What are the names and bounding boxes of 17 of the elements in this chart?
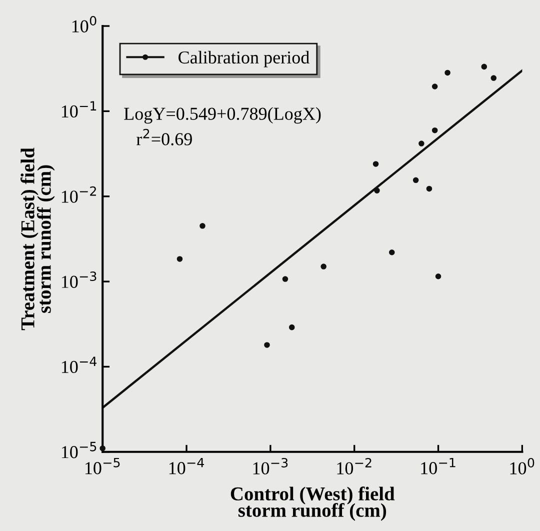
x-tick-label: 10$^{−4}$ [169,458,204,474]
x-tick-label: 10$^{−1}$ [421,458,456,474]
y-tick-label: 10$^{−1}$ [62,101,96,118]
x-tick-label: 10$^{−2}$ [337,458,372,474]
y-tick-label: 10$^{−5}$ [62,442,96,458]
annotation: r$^{2}$=0.69 [136,128,192,146]
y-tick-label: 10$^{−3}$ [62,271,96,288]
y-axis-title: Treatment (East) field storm runoff (cm) [20,148,55,330]
y-tick-label: 10$^{−2}$ [62,186,96,203]
y-tick-label: 10$^{0}$ [72,16,96,32]
y-tick-label: 10$^{−4}$ [62,356,97,374]
x-axis-title: Control (West) field storm runoff (cm) [230,486,395,521]
annotation: LogY=0.549+0.789(LogX) [124,107,321,124]
x-tick-label: 10$^{0}$ [510,458,534,474]
x-tick-label: 10$^{−3}$ [253,458,288,474]
legend-label: Calibration period [178,50,310,68]
x-tick-label: 10$^{−5}$ [86,458,120,474]
